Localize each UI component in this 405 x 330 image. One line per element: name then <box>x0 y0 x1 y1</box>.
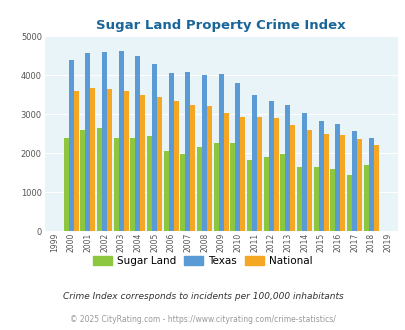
Bar <box>152 64 157 231</box>
Bar <box>157 97 162 231</box>
Bar <box>252 95 256 231</box>
Bar <box>168 73 173 231</box>
Bar <box>263 157 268 231</box>
Bar <box>223 113 228 231</box>
Bar <box>368 138 373 231</box>
Bar <box>256 116 262 231</box>
Bar <box>135 56 140 231</box>
Bar <box>346 175 351 231</box>
Bar <box>318 121 323 231</box>
Text: © 2025 CityRating.com - https://www.cityrating.com/crime-statistics/: © 2025 CityRating.com - https://www.city… <box>70 315 335 324</box>
Bar <box>196 147 202 231</box>
Bar <box>230 143 235 231</box>
Bar <box>356 139 361 231</box>
Legend: Sugar Land, Texas, National: Sugar Land, Texas, National <box>89 252 316 270</box>
Bar <box>218 74 223 231</box>
Text: Crime Index corresponds to incidents per 100,000 inhabitants: Crime Index corresponds to incidents per… <box>62 292 343 301</box>
Bar <box>202 75 207 231</box>
Bar <box>124 91 128 231</box>
Bar <box>185 72 190 231</box>
Bar <box>119 51 124 231</box>
Bar <box>140 95 145 231</box>
Bar <box>280 154 285 231</box>
Bar <box>351 131 356 231</box>
Bar <box>85 53 90 231</box>
Bar <box>207 106 211 231</box>
Bar <box>330 169 335 231</box>
Bar <box>296 167 301 231</box>
Bar <box>285 105 290 231</box>
Bar <box>64 138 69 231</box>
Bar <box>268 101 273 231</box>
Bar <box>130 138 135 231</box>
Bar <box>113 138 119 231</box>
Bar <box>339 135 345 231</box>
Bar <box>373 145 378 231</box>
Bar <box>306 130 311 231</box>
Bar <box>147 136 152 231</box>
Bar <box>335 123 339 231</box>
Bar <box>74 91 79 231</box>
Bar <box>213 143 218 231</box>
Bar <box>240 116 245 231</box>
Bar <box>290 125 295 231</box>
Bar <box>273 118 278 231</box>
Title: Sugar Land Property Crime Index: Sugar Land Property Crime Index <box>96 19 345 32</box>
Bar <box>235 83 240 231</box>
Bar <box>190 105 195 231</box>
Bar <box>173 101 178 231</box>
Bar <box>107 89 112 231</box>
Bar <box>102 52 107 231</box>
Bar <box>301 113 306 231</box>
Bar <box>363 165 368 231</box>
Bar <box>90 88 95 231</box>
Bar <box>323 134 328 231</box>
Bar <box>69 60 74 231</box>
Bar <box>80 130 85 231</box>
Bar <box>163 151 168 231</box>
Bar <box>247 160 252 231</box>
Bar <box>313 167 318 231</box>
Bar <box>180 154 185 231</box>
Bar <box>97 128 102 231</box>
